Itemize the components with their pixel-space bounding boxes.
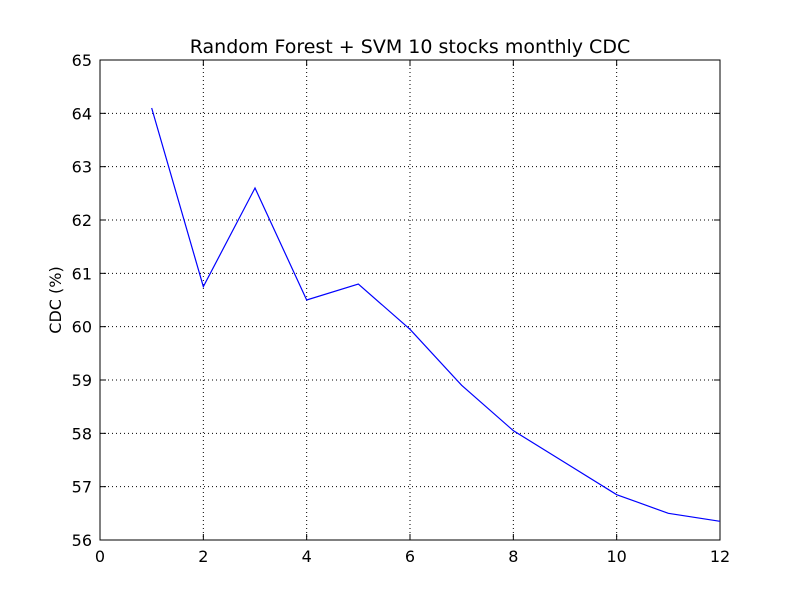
axis-ticks: 0 2 4 6 8 10 12 56 57 58 59 60 61 62 63 64 65 [72,51,731,566]
x-tick-label: 12 [710,547,730,566]
y-tick-label: 60 [72,318,92,337]
y-tick-label: 62 [72,211,92,230]
x-tick-label: 2 [198,547,208,566]
y-tick-label: 65 [72,51,92,70]
y-tick-label: 64 [72,104,92,123]
chart-title: Random Forest + SVM 10 stocks monthly CD… [190,36,630,58]
x-tick-label: 0 [95,547,105,566]
x-tick-label: 10 [606,547,626,566]
grid [100,60,720,540]
y-axis-label: CDC (%) [46,266,65,333]
y-tick-label: 63 [72,158,92,177]
series [151,107,721,522]
y-tick-label: 61 [72,264,92,283]
y-tick-label: 56 [72,531,92,550]
y-tick-label: 58 [72,424,92,443]
y-tick-label: 59 [72,371,92,390]
x-tick-label: 6 [405,547,415,566]
y-tick-label: 57 [72,478,92,497]
x-tick-label: 4 [302,547,312,566]
x-tick-label: 8 [508,547,518,566]
series-line [151,107,721,522]
